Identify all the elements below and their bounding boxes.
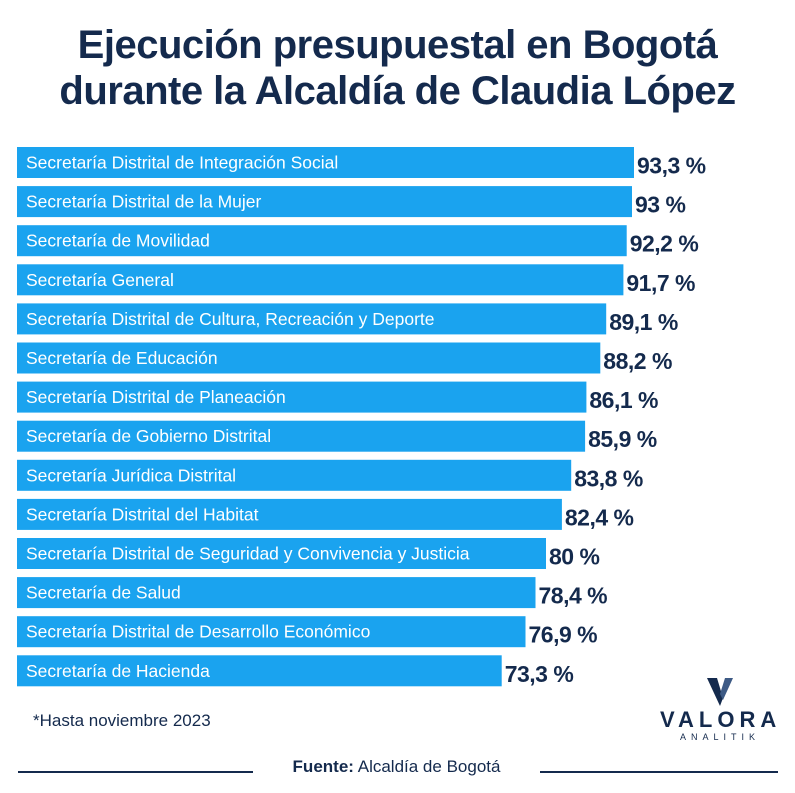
bar: [17, 303, 607, 335]
bar-group: Secretaría Jurídica Distrital 83,8 %: [17, 459, 643, 491]
bar-category-label: Secretaría de Hacienda: [26, 661, 210, 681]
bar-category-label: Secretaría Distrital de Cultura, Recreac…: [26, 309, 435, 329]
bar-category-label: Secretaría Distrital del Habitat: [26, 504, 259, 524]
logo-subtitle: ANALITIK: [679, 732, 760, 742]
bar-group: Secretaría de Salud 78,4 %: [17, 577, 608, 609]
bar-group: Secretaría de Hacienda 73,3 %: [17, 655, 574, 687]
bar-category-label: Secretaría General: [26, 270, 174, 290]
bar-value-label: 93,3 %: [637, 153, 706, 179]
bar-value-label: 83,8 %: [574, 465, 643, 491]
logo-wordmark: VALORA: [660, 707, 782, 732]
valora-analitik-logo: VALORA ANALITIK: [660, 676, 780, 746]
bar-group: Secretaría de Movilidad 92,2 %: [17, 225, 699, 257]
bar-group: Secretaría de Educación 88,2 %: [17, 342, 672, 374]
bar-category-label: Secretaría Distrital de Planeación: [26, 387, 286, 407]
bar-category-label: Secretaría de Movilidad: [26, 231, 210, 251]
bar-value-label: 85,9 %: [588, 426, 657, 452]
bar: [17, 381, 587, 413]
bar: [17, 538, 546, 569]
bar-value-label: 88,2 %: [603, 348, 672, 374]
source-text: Alcaldía de Bogotá: [357, 757, 501, 776]
bar: [17, 342, 601, 374]
chart-title-line-1: Ejecución presupuestal en Bogotá: [77, 23, 718, 67]
bar-category-label: Secretaría Jurídica Distrital: [26, 465, 236, 485]
bar-group: Secretaría Distrital de Desarrollo Econó…: [17, 616, 598, 648]
bar: [17, 498, 562, 530]
bar: [17, 264, 624, 296]
source-label: Fuente:: [292, 757, 354, 776]
bar-category-label: Secretaría Distrital de Desarrollo Econó…: [26, 622, 370, 642]
bar-group: Secretaría Distrital de Seguridad y Conv…: [17, 538, 600, 570]
bar: [17, 459, 572, 491]
bar-group: Secretaría Distrital de Planeación 86,1 %: [17, 381, 659, 413]
bar-chart: Secretaría Distrital de Integración Soci…: [17, 147, 706, 687]
bar: [17, 420, 586, 452]
bar-category-label: Secretaría Distrital de la Mujer: [26, 192, 262, 212]
bar-category-label: Secretaría de Educación: [26, 348, 218, 368]
bar-value-label: 89,1 %: [609, 309, 678, 335]
bar-group: Secretaría General 91,7 %: [17, 264, 696, 296]
bar: [17, 577, 536, 609]
valora-logo-icon: [707, 678, 733, 706]
bar: [17, 147, 634, 178]
bar-value-label: 78,4 %: [539, 583, 608, 609]
bar: [17, 225, 627, 257]
bar-group: Secretaría de Gobierno Distrital 85,9 %: [17, 420, 657, 452]
bar-value-label: 91,7 %: [626, 270, 695, 296]
bar-value-label: 76,9 %: [529, 622, 598, 648]
bar-category-label: Secretaría de Salud: [26, 583, 181, 603]
bar-value-label: 82,4 %: [565, 504, 634, 530]
bar-value-label: 92,2 %: [630, 231, 699, 257]
bar-group: Secretaría Distrital del Habitat 82,4 %: [17, 498, 634, 530]
bar: [17, 655, 502, 687]
bar-value-label: 86,1 %: [589, 387, 658, 413]
bar-value-label: 93 %: [635, 192, 685, 218]
bar-group: Secretaría Distrital de Cultura, Recreac…: [17, 303, 678, 335]
bar-value-label: 73,3 %: [505, 661, 574, 687]
source-row: Fuente: Alcaldía de Bogotá: [18, 757, 778, 783]
chart-title: Ejecución presupuestal en Bogotá durante…: [0, 22, 795, 114]
chart-title-line-2: durante la Alcaldía de Claudia López: [59, 69, 736, 113]
source-divider-right: [540, 771, 778, 773]
bar-category-label: Secretaría Distrital de Seguridad y Conv…: [26, 544, 470, 564]
source-credit: Fuente: Alcaldía de Bogotá: [253, 757, 540, 777]
bar-category-label: Secretaría de Gobierno Distrital: [26, 426, 271, 446]
bar: [17, 616, 526, 648]
bar-value-label: 80 %: [549, 544, 599, 570]
bar-group: Secretaría Distrital de Integración Soci…: [17, 147, 706, 179]
bar: [17, 186, 632, 218]
source-divider-left: [18, 771, 253, 773]
bar-category-label: Secretaría Distrital de Integración Soci…: [26, 153, 338, 173]
footnote: *Hasta noviembre 2023: [33, 711, 211, 730]
bar-group: Secretaría Distrital de la Mujer 93 %: [17, 186, 686, 218]
